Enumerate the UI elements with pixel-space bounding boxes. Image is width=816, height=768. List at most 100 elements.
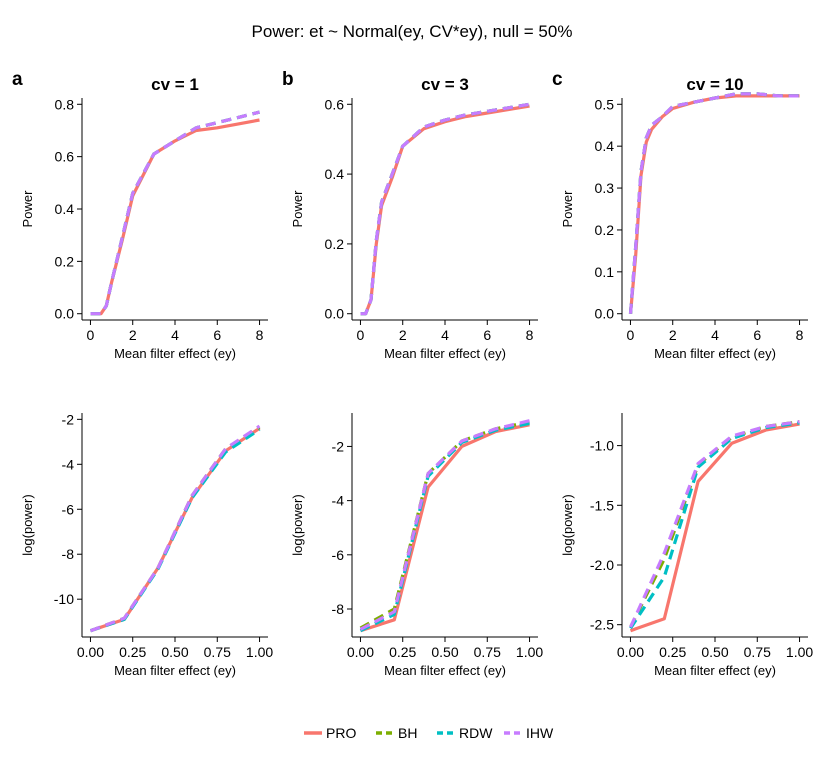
y-tick-label: -6: [62, 501, 75, 517]
y-tick-label: 0.0: [325, 306, 345, 322]
x-tick-label: 1.00: [246, 644, 273, 660]
x-tick-label: 0.00: [347, 644, 374, 660]
y-tick-label: -8: [62, 546, 75, 562]
x-axis-label: Mean filter effect (ey): [384, 663, 506, 678]
y-axis-label: Power: [20, 190, 35, 228]
legend: PRO BH RDW IHW: [304, 725, 554, 741]
legend-label: IHW: [526, 725, 554, 741]
series-line-bh: [89, 425, 261, 633]
x-tick-label: 0.00: [77, 644, 104, 660]
y-tick-label: -10: [54, 591, 74, 607]
y-tick-label: 0.0: [595, 306, 615, 322]
x-tick-label: 8: [256, 327, 264, 343]
x-tick-label: 0.75: [744, 644, 771, 660]
y-tick-label: 0.2: [595, 222, 615, 238]
series-line-pro: [90, 118, 260, 316]
x-tick-label: 2: [399, 327, 407, 343]
series-line-rdw: [629, 421, 800, 630]
y-tick-label: -8: [332, 601, 345, 617]
x-tick-label: 2: [669, 327, 677, 343]
y-tick-label: -6: [332, 547, 345, 563]
x-tick-label: 0.25: [119, 644, 146, 660]
y-tick-label: -4: [62, 456, 75, 472]
y-axis-label: log(power): [560, 494, 575, 555]
y-tick-label: -4: [332, 493, 345, 509]
x-tick-label: 6: [483, 327, 491, 343]
series-line-pro: [360, 423, 530, 633]
figure-title: Power: et ~ Normal(ey, CV*ey), null = 50…: [252, 22, 573, 41]
panel-title: cv = 3: [421, 75, 469, 94]
chart-panel-5: 0.00 0.25 0.50 0.75 1.00 -8 -6 -4 -2 Mean filter …: [290, 413, 543, 678]
x-tick-label: 1.00: [516, 644, 543, 660]
series-line-pro: [629, 422, 800, 633]
series-line-rdw: [359, 421, 530, 633]
y-tick-label: 0.6: [325, 96, 345, 112]
series-line-pro: [360, 104, 530, 316]
x-tick-label: 0.50: [161, 644, 188, 660]
x-axis-label: Mean filter effect (ey): [114, 346, 236, 361]
y-tick-label: -1.5: [590, 497, 614, 513]
x-tick-label: 8: [796, 327, 804, 343]
x-axis-label: Mean filter effect (ey): [114, 663, 236, 678]
legend-item-bh: BH: [376, 725, 417, 741]
series-line-pro: [89, 426, 261, 633]
chart-panel-6: 0.00 0.25 0.50 0.75 1.00 -2.5 -2.0 -1.5 -1.0 Mean…: [560, 413, 813, 678]
y-tick-label: 0.3: [595, 180, 615, 196]
y-axis-label: log(power): [20, 494, 35, 555]
x-axis-label: Mean filter effect (ey): [384, 346, 506, 361]
x-tick-label: 1.00: [786, 644, 813, 660]
x-tick-label: 0: [627, 327, 635, 343]
y-axis-label: log(power): [290, 494, 305, 555]
x-tick-label: 0.25: [659, 644, 686, 660]
series-line-ihw: [628, 92, 800, 314]
y-tick-label: 0.5: [595, 96, 615, 112]
series-line-ihw: [359, 419, 530, 631]
x-tick-label: 0: [87, 327, 95, 343]
y-tick-label: 0.8: [55, 96, 75, 112]
legend-label: RDW: [459, 725, 493, 741]
panel-letter: b: [282, 69, 294, 90]
x-tick-label: 0: [357, 327, 365, 343]
y-tick-label: 0.4: [325, 166, 345, 182]
series-line-rdw: [360, 102, 530, 316]
chart-panels: 0 2 4 6 8 0.0 0.2 0.4 0.6 0.8 Mean filter effect (…: [12, 69, 813, 678]
series-line-pro: [628, 94, 800, 314]
x-tick-label: 4: [171, 327, 179, 343]
legend-label: BH: [398, 725, 417, 741]
y-tick-label: 0.4: [595, 138, 615, 154]
x-tick-label: 0.50: [701, 644, 728, 660]
y-axis-label: Power: [560, 190, 575, 228]
series-line-ihw: [360, 102, 530, 316]
x-tick-label: 0.50: [431, 644, 458, 660]
legend-item-rdw: RDW: [437, 725, 493, 741]
series-line-ihw: [89, 424, 261, 633]
panel-title: cv = 10: [686, 75, 743, 94]
x-axis-label: Mean filter effect (ey): [654, 663, 776, 678]
y-tick-label: -2: [332, 438, 345, 454]
y-tick-label: 0.0: [55, 306, 75, 322]
panel-letter: c: [552, 69, 563, 90]
legend-item-pro: PRO: [304, 725, 356, 741]
y-tick-label: 0.6: [55, 149, 75, 165]
legend-label: PRO: [326, 725, 356, 741]
legend-item-ihw: IHW: [504, 725, 554, 741]
x-tick-label: 4: [711, 327, 719, 343]
y-tick-label: -2.5: [590, 617, 614, 633]
x-tick-label: 6: [753, 327, 761, 343]
series-line-ihw: [629, 420, 800, 628]
y-tick-label: 0.1: [595, 264, 615, 280]
x-tick-label: 0.00: [617, 644, 644, 660]
y-tick-label: -2.0: [590, 557, 614, 573]
x-axis-label: Mean filter effect (ey): [654, 346, 776, 361]
x-tick-label: 0.75: [204, 644, 231, 660]
panel-letter: a: [12, 69, 23, 90]
chart-panel-2: 0 2 4 6 8 0.0 0.2 0.4 0.6 Mean filter effect (ey)…: [282, 69, 538, 361]
x-tick-label: 8: [526, 327, 534, 343]
series-line-ihw: [90, 110, 260, 316]
y-tick-label: 0.4: [55, 201, 75, 217]
chart-panel-1: 0 2 4 6 8 0.0 0.2 0.4 0.6 0.8 Mean filter effect (…: [12, 69, 268, 361]
chart-panel-3: 0 2 4 6 8 0.0 0.1 0.2 0.3 0.4 0.5 Mean filter effec…: [552, 69, 808, 361]
y-axis-label: Power: [290, 190, 305, 228]
x-tick-label: 0.75: [474, 644, 501, 660]
